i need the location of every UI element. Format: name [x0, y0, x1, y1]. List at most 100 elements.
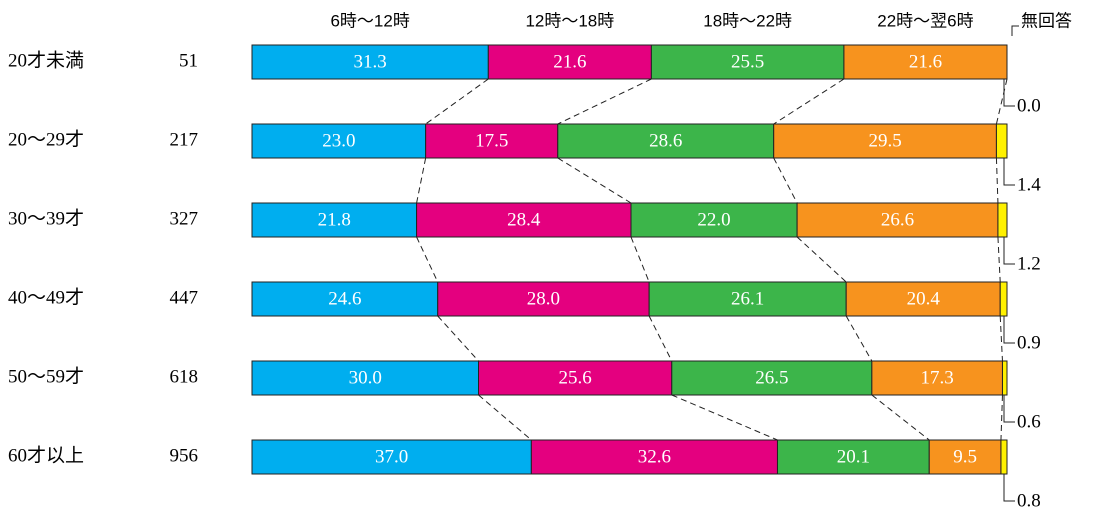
leader-line: [1003, 79, 1015, 107]
value-label: 26.6: [881, 209, 914, 230]
leader-line: [1003, 395, 1015, 423]
connector: [871, 394, 930, 441]
value-label: 32.6: [638, 446, 671, 467]
row-label: 60才以上: [8, 444, 84, 466]
value-label: 20.1: [837, 446, 870, 467]
row-count: 327: [170, 208, 199, 229]
value-label: 29.5: [868, 130, 901, 151]
value-label: 25.5: [731, 51, 764, 72]
value-label: 0.9: [1017, 332, 1041, 353]
bar-segment: [671, 360, 873, 396]
value-label: 22.0: [697, 209, 730, 230]
bar-segment: [251, 202, 418, 238]
connector: [1000, 394, 1003, 441]
connector: [997, 236, 1001, 283]
connector: [995, 157, 999, 204]
value-label: 17.3: [921, 367, 954, 388]
bar-segment: [796, 202, 999, 238]
bar-segment: [997, 202, 1008, 238]
bar-segment: [845, 281, 1001, 317]
bar-segment: [650, 44, 845, 80]
value-label: 26.5: [755, 367, 788, 388]
value-label: 17.5: [475, 130, 508, 151]
value-label: 21.6: [909, 51, 942, 72]
value-label: 28.6: [649, 130, 682, 151]
value-label: 21.8: [318, 209, 351, 230]
legend-label: 12時～18時: [525, 11, 614, 30]
bar-segment: [999, 281, 1008, 317]
value-label: 21.6: [553, 51, 586, 72]
connector: [845, 315, 873, 362]
bar-segment: [251, 44, 489, 80]
value-label: 1.4: [1017, 174, 1041, 195]
bar-segment: [425, 123, 559, 159]
connector: [648, 315, 673, 362]
leader-line: [1003, 158, 1015, 186]
connector: [425, 78, 489, 125]
connector: [557, 157, 632, 204]
row-label: 20～29才: [8, 128, 84, 150]
connector: [796, 236, 847, 283]
row-count: 956: [170, 445, 199, 466]
value-label: 24.6: [328, 288, 361, 309]
connector: [995, 78, 1008, 125]
leader-line: [1003, 237, 1015, 265]
value-label: 26.1: [731, 288, 764, 309]
legend-bracket: [1011, 25, 1019, 36]
value-label: 1.2: [1017, 253, 1041, 274]
value-label: 23.0: [322, 130, 355, 151]
legend-label: 18時～22時: [703, 11, 792, 30]
value-label: 9.5: [953, 446, 977, 467]
leader-line: [1003, 474, 1015, 502]
value-label: 20.4: [907, 288, 941, 309]
bar-segment: [843, 44, 1008, 80]
bar-segment: [251, 360, 479, 396]
row-count: 217: [170, 129, 199, 150]
leader-line: [1003, 316, 1015, 344]
connector: [557, 78, 652, 125]
connector: [437, 315, 479, 362]
value-label: 0.0: [1017, 95, 1041, 116]
value-label: 28.0: [527, 288, 560, 309]
bar-segment: [487, 44, 652, 80]
bar-segment: [928, 439, 1002, 475]
row-label: 40～49才: [8, 286, 84, 308]
row-label: 20才未満: [8, 49, 84, 71]
row-count: 51: [179, 50, 198, 71]
bar-segment: [1001, 360, 1008, 396]
value-label: 37.0: [375, 446, 408, 467]
value-label: 31.3: [354, 51, 387, 72]
row-label: 50～59才: [8, 365, 84, 387]
bar-segment: [630, 202, 798, 238]
value-label: 28.4: [507, 209, 541, 230]
bar-segment: [478, 360, 673, 396]
row-count: 447: [170, 287, 199, 308]
bar-segment: [995, 123, 1008, 159]
bar-segment: [251, 439, 532, 475]
row-label: 30～39才: [8, 207, 84, 229]
value-label: 0.6: [1017, 411, 1041, 432]
row-count: 618: [170, 366, 199, 387]
connector: [773, 78, 845, 125]
connector: [999, 315, 1003, 362]
connector: [478, 394, 532, 441]
value-label: 30.0: [349, 367, 382, 388]
legend-label: 6時～12時: [330, 11, 409, 30]
bar-segment: [776, 439, 930, 475]
bar-segment: [871, 360, 1003, 396]
connector: [671, 394, 778, 441]
value-label: 0.8: [1017, 490, 1041, 509]
connector: [416, 236, 439, 283]
value-label: 25.6: [559, 367, 592, 388]
bar-segment: [648, 281, 847, 317]
bar-segment: [437, 281, 650, 317]
bar-segment: [416, 202, 632, 238]
bar-segment: [1000, 439, 1008, 475]
connector: [773, 157, 798, 204]
legend-label: 無回答: [1021, 11, 1072, 30]
connector: [416, 157, 427, 204]
legend-label: 22時～翌6時: [877, 11, 973, 30]
connector: [630, 236, 650, 283]
bar-segment: [251, 281, 439, 317]
